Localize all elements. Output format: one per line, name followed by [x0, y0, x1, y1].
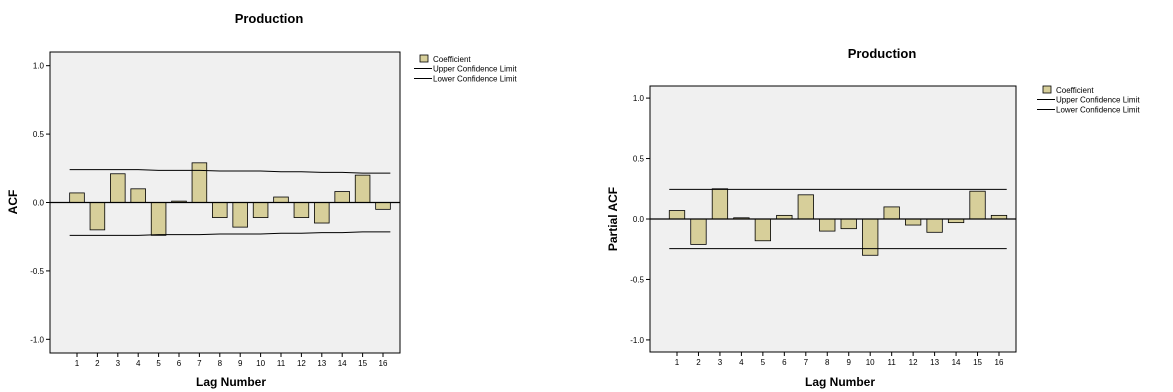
pacf-plot-area: 1.00.50.0-0.5-1.01 2 3 4 5 6 7 8 9 10 11 12 13 14 15 16: [630, 85, 1017, 367]
pacf-x-tick-label: 5: [761, 358, 766, 367]
acf-y-tick-label: 0.0: [33, 199, 45, 208]
acf-x-tick-label: 15: [358, 359, 367, 368]
acf-plot-area: 1.00.50.0-0.5-1.01 2 3 4 5 6 7 8 9 10 11 12 13 14 15 16: [30, 51, 401, 368]
pacf-y-tick-label: 0.0: [633, 215, 645, 224]
acf-y-axis-label: ACF: [6, 190, 20, 215]
acf-chart: Production ACF Lag Number 1.0 0.5 0.0 -0.5 -…: [6, 11, 517, 389]
pacf-bar: [754, 218, 771, 242]
pacf-x-tick-label: 10: [866, 358, 875, 367]
pacf-legend-coefficient-label: Coefficient: [1056, 86, 1094, 95]
acf-x-tick-label: 12: [297, 359, 306, 368]
pacf-y-tick-label: 0.5: [633, 155, 645, 164]
pacf-legend-lower-label: Lower Confidence Limit: [1056, 106, 1140, 115]
acf-x-tick-label: 8: [218, 359, 223, 368]
acf-x-tick-label: 6: [177, 359, 182, 368]
acf-bar: [375, 202, 391, 210]
acf-bar: [334, 191, 350, 203]
acf-bar: [130, 188, 146, 203]
acf-bar: [314, 202, 330, 224]
pacf-x-tick-label: 1: [675, 358, 680, 367]
pacf-x-tick-label: 7: [804, 358, 809, 367]
acf-bar: [89, 202, 106, 231]
pacf-y-axis-label: Partial ACF: [606, 187, 620, 251]
pacf-y-tick-label: -0.5: [630, 275, 644, 284]
pacf-bar: [711, 188, 729, 220]
pacf-chart: Production Partial ACF Lag Number 1.0 0.5…: [606, 46, 1140, 389]
acf-legend-coefficient-swatch: [419, 54, 429, 63]
pacf-bar: [819, 218, 836, 232]
acf-x-tick-label: 2: [95, 359, 100, 368]
acf-legend-lower-label: Lower Confidence Limit: [433, 75, 517, 84]
pacf-x-tick-label: 4: [739, 358, 744, 367]
acf-legend-upper-label: Upper Confidence Limit: [433, 65, 517, 74]
pacf-bar: [797, 194, 814, 220]
pacf-y-tick-label: -1.0: [630, 336, 644, 345]
pacf-bar: [840, 218, 857, 230]
pacf-x-tick-label: 2: [696, 358, 701, 367]
pacf-x-tick-label: 13: [930, 358, 939, 367]
pacf-chart-title: Production: [848, 46, 917, 61]
acf-bar: [232, 202, 248, 228]
acf-bar: [252, 202, 269, 218]
acf-x-tick-label: 14: [338, 359, 347, 368]
acf-x-tick-label: 11: [277, 359, 286, 368]
pacf-x-tick-label: 6: [782, 358, 787, 367]
acf-lower-confidence-line: [69, 231, 391, 236]
pacf-x-tick-label: 16: [995, 358, 1004, 367]
pacf-bar: [926, 218, 943, 233]
acf-x-tick-label: 1: [75, 359, 80, 368]
acf-bar: [273, 196, 289, 203]
pacf-x-tick-label: 3: [718, 358, 723, 367]
acf-bar: [69, 192, 85, 203]
acf-x-tick-label: 7: [197, 359, 202, 368]
acf-chart-title: Production: [235, 11, 304, 26]
acf-bar: [110, 173, 126, 203]
acf-x-tick-label: 4: [136, 359, 141, 368]
pacf-x-tick-label: 15: [973, 358, 982, 367]
acf-bar: [191, 162, 208, 203]
acf-bar: [150, 202, 167, 236]
acf-y-tick-label: 1.0: [33, 62, 45, 71]
pacf-bar: [668, 210, 686, 220]
pacf-x-tick-label: 14: [952, 358, 961, 367]
acf-legend-coefficient-label: Coefficient: [433, 55, 471, 64]
acf-y-tick-label: -1.0: [30, 335, 44, 344]
pacf-bar: [905, 218, 922, 226]
pacf-y-tick-label: 1.0: [633, 94, 645, 103]
acf-upper-confidence-line: [69, 169, 391, 174]
pacf-bar: [862, 218, 879, 256]
acf-x-tick-label: 10: [256, 359, 265, 368]
pacf-x-tick-label: 12: [909, 358, 918, 367]
acf-bar: [293, 202, 310, 218]
pacf-legend-coefficient-swatch: [1042, 85, 1052, 94]
acf-bar: [354, 174, 371, 203]
acf-x-tick-label: 5: [156, 359, 161, 368]
pacf-bar: [883, 206, 900, 220]
acf-bar: [212, 202, 228, 218]
pacf-bar: [690, 218, 707, 245]
pacf-bar: [969, 190, 986, 220]
acf-y-tick-label: -0.5: [30, 267, 44, 276]
pacf-x-tick-label: 8: [825, 358, 830, 367]
pacf-x-axis-label: Lag Number: [805, 375, 875, 389]
pacf-x-tick-label: 9: [847, 358, 852, 367]
acf-x-tick-label: 3: [116, 359, 121, 368]
acf-x-tick-label: 13: [317, 359, 326, 368]
pacf-legend-upper-label: Upper Confidence Limit: [1056, 96, 1140, 105]
acf-x-tick-label: 9: [238, 359, 243, 368]
pacf-x-tick-label: 11: [888, 358, 897, 367]
acf-x-tick-label: 16: [379, 359, 388, 368]
acf-y-tick-label: 0.5: [33, 130, 45, 139]
acf-x-axis-label: Lag Number: [196, 375, 266, 389]
